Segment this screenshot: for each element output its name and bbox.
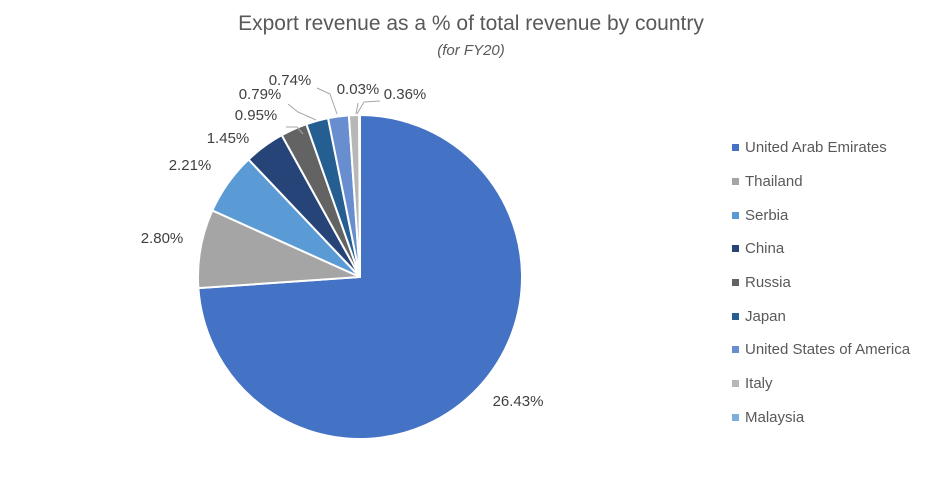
legend-item-malaysia: Malaysia: [732, 401, 910, 435]
legend-swatch: [732, 211, 739, 219]
data-label-malaysia: 0.03%: [337, 81, 380, 98]
chart-legend: United Arab Emirates Thailand Serbia China R…: [732, 131, 910, 434]
leader-line: [356, 100, 381, 115]
legend-swatch: [732, 279, 739, 287]
legend-swatch: [732, 245, 739, 253]
chart-subtitle: (for FY20): [437, 42, 505, 59]
legend-label: Japan: [745, 307, 786, 325]
legend-swatch: [732, 144, 739, 152]
legend-label: Serbia: [745, 206, 789, 224]
leader-line: [355, 102, 359, 115]
legend-swatch: [732, 346, 739, 354]
legend-label: China: [745, 240, 785, 258]
legend-item-russia: Russia: [732, 266, 910, 300]
leader-line: [287, 103, 317, 121]
data-label-united-arab-emirates: 26.43%: [493, 393, 544, 410]
legend-swatch: [732, 312, 739, 320]
data-label-japan: 0.79%: [239, 86, 282, 103]
pie-slice-malaysia: [358, 113, 361, 278]
legend-item-japan: Japan: [732, 299, 910, 333]
legend-label: Thailand: [745, 173, 803, 191]
data-label-china: 1.45%: [207, 130, 250, 147]
data-label-russia: 0.95%: [235, 107, 278, 124]
legend-swatch: [732, 178, 739, 186]
legend-item-serbia: Serbia: [732, 198, 910, 232]
legend-label: United Arab Emirates: [745, 139, 887, 157]
legend-label: Malaysia: [745, 408, 805, 426]
data-label-italy: 0.36%: [384, 86, 427, 103]
legend-item-thailand: Thailand: [732, 165, 910, 199]
legend-label: Italy: [745, 375, 773, 393]
legend-swatch: [732, 380, 739, 388]
legend-label: United States of America: [745, 341, 911, 359]
leader-line: [316, 87, 338, 115]
legend-item-italy: Italy: [732, 367, 910, 401]
data-label-thailand: 2.80%: [141, 230, 184, 247]
legend-label: Russia: [745, 274, 791, 292]
legend-swatch: [732, 413, 739, 421]
data-label-united-states-of-america: 0.74%: [269, 72, 312, 89]
chart-title: Export revenue as a % of total revenue b…: [238, 12, 704, 35]
leader-line: [286, 126, 304, 135]
legend-item-united-arab-emirates: United Arab Emirates: [732, 131, 910, 165]
legend-item-china: China: [732, 232, 910, 266]
data-label-serbia: 2.21%: [169, 157, 212, 174]
legend-item-united-states-of-america: United States of America: [732, 333, 910, 367]
